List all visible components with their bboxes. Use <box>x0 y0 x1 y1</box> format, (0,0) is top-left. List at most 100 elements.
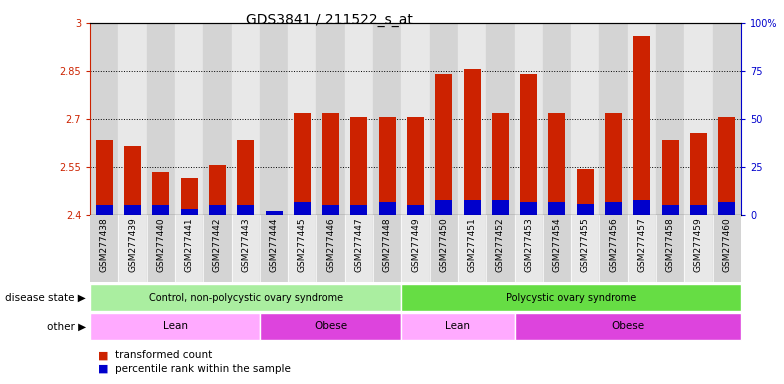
Text: GSM277451: GSM277451 <box>467 217 477 272</box>
Text: GSM277447: GSM277447 <box>354 217 364 272</box>
Text: GSM277439: GSM277439 <box>128 217 137 272</box>
Bar <box>238 205 254 215</box>
Text: GSM277446: GSM277446 <box>326 217 335 272</box>
Text: GSM277442: GSM277442 <box>213 217 222 271</box>
Text: GSM277441: GSM277441 <box>185 217 194 272</box>
Bar <box>203 23 231 215</box>
Bar <box>401 284 741 311</box>
Bar <box>600 23 628 215</box>
Bar <box>633 36 651 215</box>
Text: GSM277438: GSM277438 <box>100 217 109 272</box>
Text: GSM277452: GSM277452 <box>496 217 505 272</box>
Bar <box>90 23 118 215</box>
Bar <box>231 23 260 215</box>
Bar <box>543 215 571 282</box>
Bar <box>514 23 543 215</box>
Bar <box>289 23 317 215</box>
Bar <box>458 23 486 215</box>
Bar <box>521 74 537 215</box>
Text: Control, non-polycystic ovary syndrome: Control, non-polycystic ovary syndrome <box>149 293 343 303</box>
Bar <box>577 204 593 215</box>
Bar <box>260 215 289 282</box>
Bar <box>289 215 317 282</box>
Bar <box>345 23 373 215</box>
Bar <box>90 284 401 311</box>
Bar <box>379 118 396 215</box>
Text: transformed count: transformed count <box>115 350 212 360</box>
Bar <box>492 200 509 215</box>
Bar <box>605 202 622 215</box>
Bar <box>571 23 600 215</box>
Bar <box>322 113 339 215</box>
Bar <box>147 23 175 215</box>
Bar <box>463 70 481 215</box>
Text: Lean: Lean <box>162 321 187 331</box>
Text: GSM277458: GSM277458 <box>666 217 675 272</box>
Text: Obese: Obese <box>612 321 644 331</box>
Text: GSM277460: GSM277460 <box>722 217 731 272</box>
Bar <box>152 205 169 215</box>
Bar <box>407 205 424 215</box>
Bar <box>175 215 203 282</box>
Bar <box>238 140 254 215</box>
Bar <box>373 215 401 282</box>
Bar <box>690 205 707 215</box>
Bar <box>180 209 198 215</box>
Bar <box>718 118 735 215</box>
Bar <box>350 118 368 215</box>
Bar <box>600 215 628 282</box>
Bar <box>379 202 396 215</box>
Bar <box>118 215 147 282</box>
Bar <box>266 214 282 215</box>
Bar <box>435 200 452 215</box>
Bar <box>124 146 141 215</box>
Bar <box>486 23 514 215</box>
Bar <box>407 118 424 215</box>
Bar <box>684 215 713 282</box>
Text: GSM277449: GSM277449 <box>411 217 420 272</box>
Bar <box>260 23 289 215</box>
Bar <box>543 23 571 215</box>
Bar <box>521 202 537 215</box>
Bar <box>430 215 458 282</box>
Bar <box>430 23 458 215</box>
Text: GSM277453: GSM277453 <box>524 217 533 272</box>
Bar <box>294 202 310 215</box>
Bar <box>577 169 593 215</box>
Bar <box>690 133 707 215</box>
Bar <box>90 215 118 282</box>
Bar <box>458 215 486 282</box>
Bar <box>180 178 198 215</box>
Text: GSM277459: GSM277459 <box>694 217 703 272</box>
Bar <box>605 113 622 215</box>
Bar <box>401 313 514 340</box>
Bar <box>514 215 543 282</box>
Text: Lean: Lean <box>445 321 470 331</box>
Text: GSM277444: GSM277444 <box>270 217 278 271</box>
Bar <box>345 215 373 282</box>
Bar <box>628 215 656 282</box>
Bar <box>260 313 401 340</box>
Bar <box>401 215 430 282</box>
Text: GSM277448: GSM277448 <box>383 217 392 272</box>
Bar <box>662 140 679 215</box>
Text: GSM277443: GSM277443 <box>241 217 250 272</box>
Bar <box>209 205 226 215</box>
Bar <box>713 23 741 215</box>
Text: GSM277445: GSM277445 <box>298 217 307 272</box>
Bar <box>203 215 231 282</box>
Bar <box>401 23 430 215</box>
Bar <box>96 140 113 215</box>
Bar <box>662 205 679 215</box>
Bar <box>231 215 260 282</box>
Bar <box>317 215 345 282</box>
Text: GSM277455: GSM277455 <box>581 217 590 272</box>
Bar <box>684 23 713 215</box>
Bar <box>656 23 684 215</box>
Text: GSM277454: GSM277454 <box>553 217 561 272</box>
Bar <box>96 205 113 215</box>
Text: GSM277450: GSM277450 <box>439 217 448 272</box>
Text: other ▶: other ▶ <box>47 321 86 331</box>
Bar <box>209 166 226 215</box>
Text: GDS3841 / 211522_s_at: GDS3841 / 211522_s_at <box>246 13 412 27</box>
